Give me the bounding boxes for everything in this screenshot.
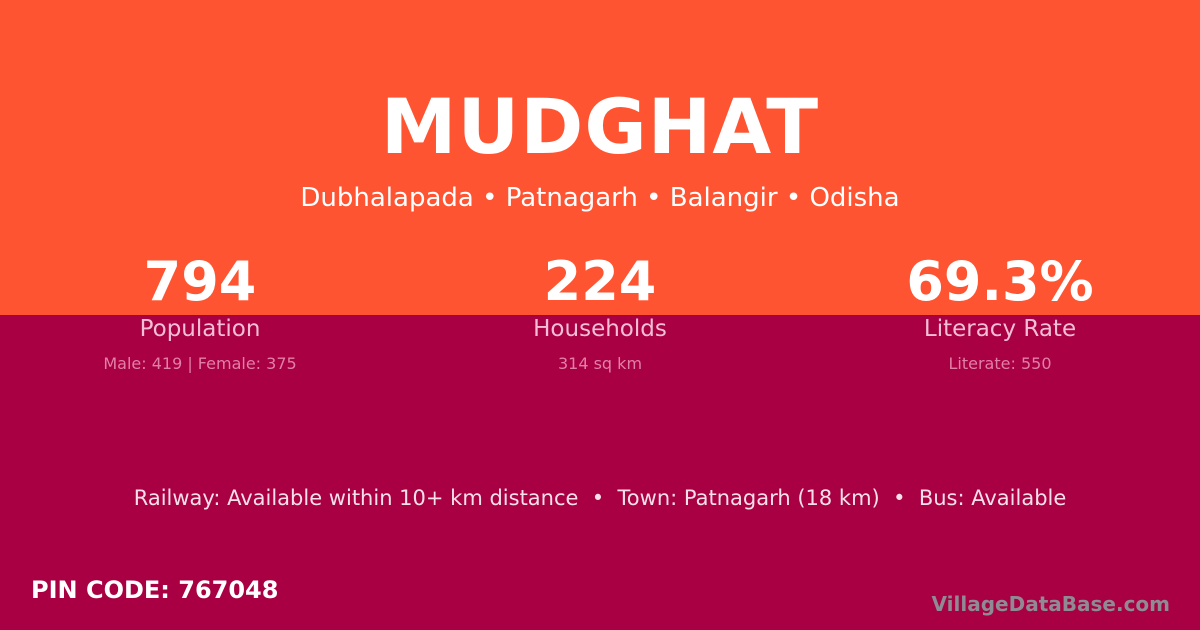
households-detail: 314 sq km [557, 354, 643, 373]
population-value: 794 [143, 250, 257, 313]
pin-code: PIN CODE: 767048 [31, 576, 279, 604]
households-value: 224 [543, 250, 657, 313]
literacy-value: 69.3% [906, 250, 1094, 313]
connectivity-info: Railway: Available within 10+ km distanc… [133, 486, 1067, 510]
households-label: Households [533, 316, 667, 342]
population-label: Population [139, 316, 261, 342]
village-location: Dubhalapada • Patnagarh • Balangir • Odi… [300, 183, 900, 213]
header-band [0, 0, 1200, 315]
village-name: MUDGHAT [380, 82, 820, 171]
brand-watermark: VillageDataBase.com [931, 592, 1170, 616]
literacy-label: Literacy Rate [923, 316, 1077, 342]
literacy-detail: Literate: 550 [948, 354, 1052, 373]
stats-band [0, 315, 1200, 630]
population-detail: Male: 419 | Female: 375 [103, 354, 297, 373]
